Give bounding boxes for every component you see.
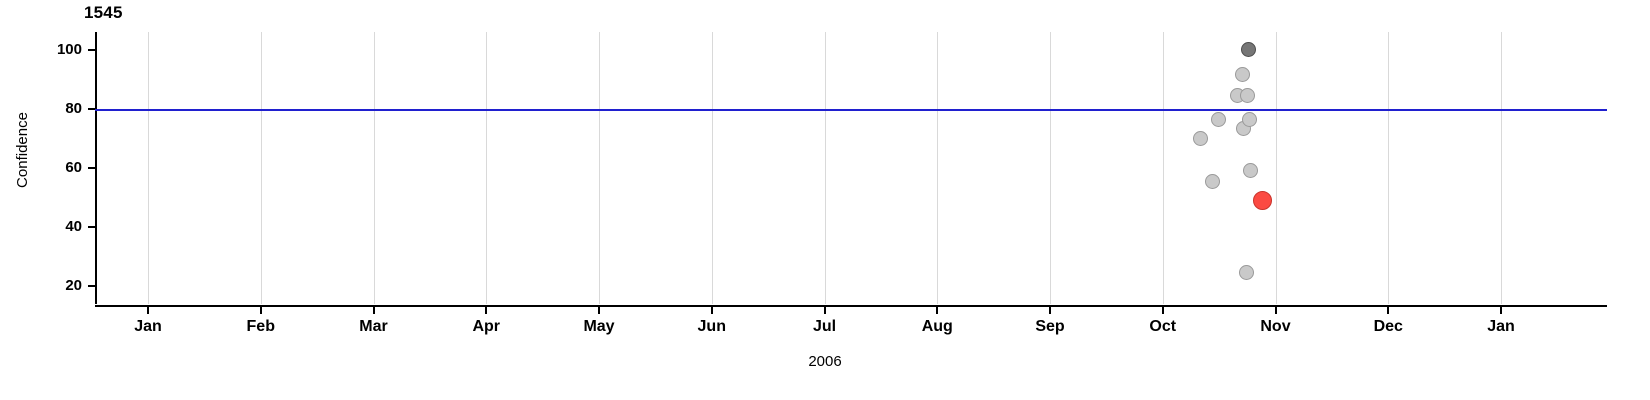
y-axis-tick-label: 80	[65, 99, 82, 117]
y-axis-tick-mark	[88, 285, 95, 288]
x-axis-tick-label: Jun	[697, 318, 726, 335]
x-axis-tick-mark	[259, 307, 262, 314]
gridline-vertical	[1275, 32, 1277, 304]
x-axis-tick-label: Oct	[1149, 318, 1177, 335]
gridline-vertical	[486, 32, 488, 304]
x-axis-tick-mark	[598, 307, 600, 314]
x-axis-tick-label: Jul	[812, 318, 837, 335]
x-axis-tick-mark	[1274, 307, 1277, 314]
x-axis-tick-mark	[1387, 307, 1390, 314]
gridline-vertical	[711, 32, 713, 304]
x-axis-tick-label: Jan	[1487, 318, 1515, 335]
y-axis-tick-label: 100	[56, 40, 82, 58]
data-point	[1204, 173, 1220, 189]
data-point-highlighted	[1252, 191, 1272, 211]
gridline-vertical	[373, 32, 375, 304]
y-axis-tick-labels: 20 40 60 80 100	[34, 0, 82, 400]
gridline-vertical	[148, 32, 149, 304]
y-axis-line	[95, 32, 97, 304]
x-axis-tick-label: Mar	[359, 318, 388, 335]
y-axis-tick-label: 60	[65, 159, 82, 176]
reference-line	[95, 109, 1607, 112]
data-point	[1192, 130, 1208, 146]
x-axis-tick-mark	[1500, 307, 1502, 314]
y-axis-tick-mark	[88, 226, 95, 229]
y-axis-tick-mark	[88, 107, 95, 110]
x-axis-tick-label: Apr	[472, 318, 501, 335]
gridline-vertical	[937, 32, 939, 304]
y-axis-tick-mark	[88, 48, 95, 51]
gridline-vertical	[1050, 32, 1051, 304]
gridline-vertical	[1501, 32, 1502, 304]
x-axis-tick-label: Dec	[1373, 318, 1403, 335]
x-axis-tick-mark	[485, 307, 488, 314]
x-axis-tick-mark	[936, 307, 939, 314]
x-axis-tick-mark	[823, 307, 826, 314]
x-axis-tick-mark	[147, 307, 149, 314]
x-axis-tick-mark	[1161, 307, 1164, 314]
x-axis-tick-label: Aug	[921, 318, 953, 335]
x-axis-tick-mark	[1049, 307, 1051, 314]
y-axis-tick-label: 20	[65, 277, 82, 295]
page-title: 1545	[84, 3, 123, 22]
x-axis-tick-label: Jan	[134, 318, 162, 335]
data-point	[1238, 265, 1254, 281]
y-axis-title: Confidence	[14, 112, 31, 188]
x-axis-tick-label: May	[583, 318, 615, 335]
x-axis-title: 2006	[808, 353, 842, 370]
x-axis-tick-mark	[710, 307, 713, 314]
x-axis-tick-label: Sep	[1035, 318, 1065, 335]
gridline-vertical	[599, 32, 600, 304]
data-point	[1234, 67, 1250, 83]
data-point	[1239, 88, 1255, 104]
x-axis-tick-label: Nov	[1260, 318, 1291, 335]
x-axis-tick-label: Feb	[246, 318, 275, 335]
gridline-vertical	[260, 32, 262, 304]
gridline-vertical	[1388, 32, 1390, 304]
data-point	[1210, 111, 1226, 127]
x-axis-line	[95, 305, 1607, 307]
gridline-vertical	[1162, 32, 1164, 304]
plot-panel	[95, 32, 1607, 304]
y-axis-tick-mark	[88, 167, 95, 169]
y-axis-tick-label: 40	[65, 218, 82, 236]
gridline-vertical	[824, 32, 826, 304]
data-point	[1240, 42, 1256, 58]
x-axis-tick-mark	[372, 307, 375, 314]
data-point	[1241, 111, 1257, 127]
data-point	[1242, 163, 1258, 179]
